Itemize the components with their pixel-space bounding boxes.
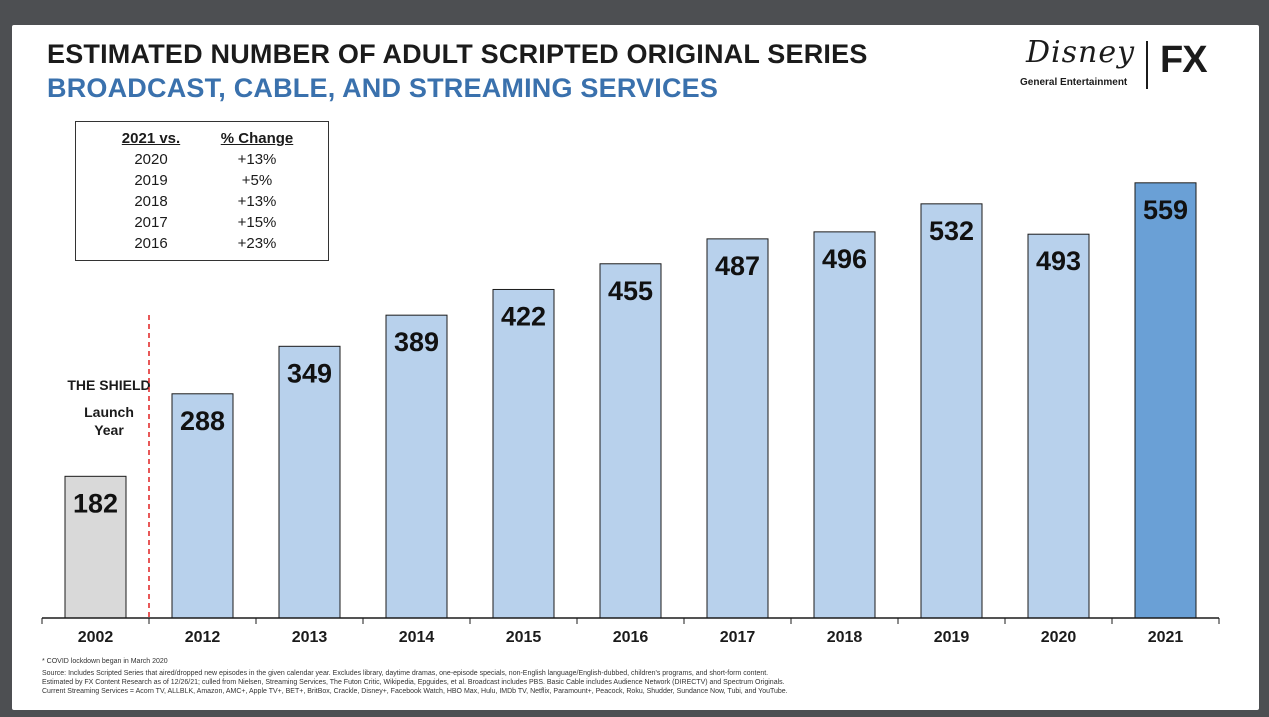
x-tick-2015: 2015 [506,629,542,646]
shield-annotation-title: THE SHIELD [67,377,151,393]
change-table-year: 2018 [134,193,168,210]
change-table-value: +15% [237,214,277,231]
data-label-2016: 455 [608,276,653,306]
x-tick-2002: 2002 [78,629,114,646]
disney-logo: Disney General Entertainment [1020,35,1140,95]
data-label-2012: 288 [180,406,225,436]
x-tick-2020: 2020 [1041,629,1077,646]
x-tick-2018: 2018 [827,629,863,646]
source-note: Estimated by FX Content Research as of 1… [42,679,785,686]
bar-2016 [599,263,662,619]
data-label-2020: 493 [1036,246,1081,276]
change-table-value: +13% [237,193,277,210]
change-table-row: 2020 +13% [76,149,328,170]
data-label-2015: 422 [501,301,546,331]
change-table-value: +13% [237,151,277,168]
disney-wordmark: Disney [1026,35,1136,70]
x-tick-2019: 2019 [934,629,970,646]
bar-2017 [706,238,769,619]
bar-2018 [813,231,876,619]
shield-annotation-line: Year [94,422,124,438]
disney-sublabel: General Entertainment [1020,77,1128,88]
bar-2020 [1027,233,1090,619]
bar-2015 [492,288,555,619]
x-tick-2014: 2014 [399,629,435,646]
change-table-row: 2019 +5% [76,170,328,191]
bar-2012 [171,393,234,619]
footnotes: * COVID lockdown began in March 2020 Sou… [42,657,1242,696]
data-label-2013: 349 [287,358,332,388]
data-label-2017: 487 [715,251,760,281]
change-table-row: 2018 +13% [76,191,328,212]
change-table-col-change: % Change [220,130,294,147]
chart-subtitle: BROADCAST, CABLE, AND STREAMING SERVICES [47,73,719,103]
x-tick-2017: 2017 [720,629,756,646]
fx-logo: FX [1160,39,1208,81]
change-table-year: 2016 [134,235,168,252]
change-table-year: 2017 [134,214,168,231]
change-table-year: 2020 [134,151,168,168]
chart-title: ESTIMATED NUMBER OF ADULT SCRIPTED ORIGI… [47,39,868,69]
data-label-2018: 496 [822,244,867,274]
data-label-2021: 559 [1143,195,1188,225]
data-label-2014: 389 [394,327,439,357]
bar-2014 [385,314,448,619]
x-tick-2016: 2016 [613,629,649,646]
covid-note: * COVID lockdown began in March 2020 [42,658,168,665]
change-table-col-year: 2021 vs. [121,130,181,147]
data-label-2019: 532 [929,216,974,246]
data-label-2002: 182 [73,488,118,518]
bar-chart: 182 2002 288 2012 349 2013 389 2014 422 2015 455 20… [41,182,1220,646]
bar-2019 [920,203,983,619]
bar-2013 [278,345,341,619]
bar-2021 [1134,182,1197,619]
change-table-value: +5% [241,172,273,189]
shield-annotation-line: Launch [84,404,134,420]
source-note: Source: Includes Scripted Series that ai… [42,670,769,677]
bar-2002 [64,475,127,619]
x-tick-2013: 2013 [292,629,328,646]
change-table-value: +23% [237,235,277,252]
x-tick-2012: 2012 [185,629,221,646]
shield-annotation: THE SHIELD Launch Year [54,377,164,439]
slide: ESTIMATED NUMBER OF ADULT SCRIPTED ORIGI… [12,25,1259,710]
change-table-year: 2019 [134,172,168,189]
logo-divider [1146,41,1148,89]
source-note: Current Streaming Services = Acorn TV, A… [42,688,788,695]
change-table-row: 2016 +23% [76,233,328,254]
x-tick-2021: 2021 [1148,629,1184,646]
change-table: 2021 vs. % Change 2020 +13% 2019 +5% 201… [75,121,329,261]
change-table-row: 2017 +15% [76,212,328,233]
change-table-header: 2021 vs. % Change [76,122,328,149]
